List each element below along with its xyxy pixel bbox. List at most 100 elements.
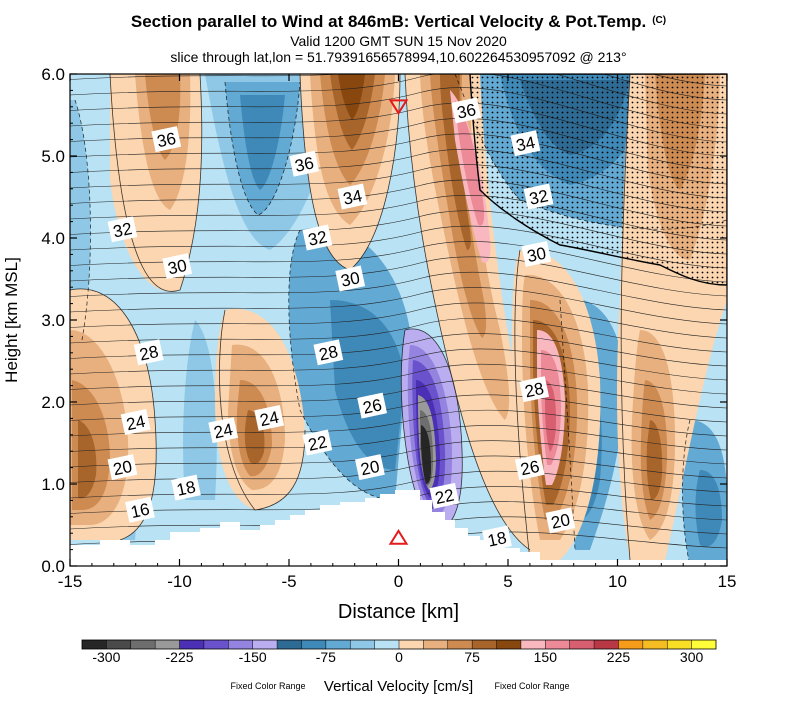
isentrope-line [70, 302, 727, 339]
contour-label: 24 [254, 404, 285, 431]
contour-label: 24 [208, 417, 239, 444]
contour-label-box [107, 216, 138, 243]
contour-label-text: 28 [138, 342, 160, 365]
contour-label: 36 [151, 126, 182, 153]
contour-label-box [451, 97, 482, 124]
contour-label-text: 36 [155, 129, 177, 152]
contour-label-box [510, 130, 541, 157]
contour-label: 16 [125, 496, 155, 523]
contour-label-box [335, 265, 366, 292]
colorbar-swatch [155, 640, 180, 649]
colorbar-swatch [325, 640, 351, 649]
colorbar-tick-label: -150 [239, 649, 267, 665]
contour-label: 22 [302, 429, 333, 456]
y-tick-label: 4.0 [41, 229, 65, 248]
isentrope-line [70, 333, 727, 367]
contour-label: 34 [337, 183, 368, 210]
colorbar-note-right: Fixed Color Range [494, 681, 569, 691]
colorbar-swatch [642, 640, 668, 649]
contour-label-text: 28 [317, 342, 339, 365]
isentrope-line [70, 348, 727, 381]
x-tick-label: 15 [718, 572, 737, 591]
colorbar-swatch [106, 640, 132, 649]
contour-label-text: 32 [111, 219, 133, 242]
contour-label-box [125, 496, 155, 523]
contour-label-text: 16 [129, 499, 151, 522]
colorbar-swatch [399, 640, 424, 649]
colorbar-swatch [277, 640, 302, 649]
contour-label-box [171, 474, 201, 501]
y-tick-label: 6.0 [41, 65, 65, 84]
valid-time: Valid 1200 GMT SUN 15 Nov 2020 [290, 33, 507, 49]
isentrope-line [70, 271, 727, 311]
contour-label-box [521, 240, 552, 267]
isentrope-line [70, 379, 727, 409]
contour-label-text: 26 [361, 395, 383, 418]
contour-label-box [357, 392, 388, 419]
x-axis-label: Distance [km] [338, 601, 459, 623]
colorbar-swatch [301, 640, 327, 649]
colorbar-swatch [203, 640, 229, 649]
terrain [70, 490, 727, 566]
colorbar-tick-label: 225 [607, 649, 631, 665]
contour-label-text: 32 [528, 186, 550, 209]
colorbar-tick-label: 0 [395, 649, 403, 665]
contour-label: 26 [514, 454, 545, 481]
contour-label-box [337, 183, 368, 210]
colorbar-swatch [569, 640, 595, 649]
colorbar-swatch [618, 640, 644, 649]
slice-info: slice through lat,lon = 51.7939165657899… [170, 49, 627, 65]
contour-label: 32 [107, 216, 138, 243]
isentrope-line [70, 256, 727, 297]
isentrope-line [70, 317, 727, 353]
colorbar-tick-label: -300 [92, 649, 120, 665]
colorbar-swatch [82, 640, 107, 649]
contour-label-box [289, 150, 320, 177]
contour-label-text: 18 [175, 477, 197, 500]
contour-label-box [120, 409, 151, 435]
contour-label-box [133, 339, 164, 366]
colorbar-swatch [130, 640, 156, 649]
contour-label: 36 [289, 150, 320, 177]
colorbar-swatch [545, 640, 570, 649]
contour-label: 34 [510, 130, 541, 157]
colorbar-swatch [374, 640, 400, 649]
colorbar-tick-label: -225 [166, 649, 194, 665]
isentrope-line [70, 287, 727, 325]
contour-label: 30 [162, 253, 193, 280]
isentrope-line [70, 394, 727, 423]
contour-label: 24 [120, 409, 151, 435]
colorbar-tick-label: 300 [680, 649, 704, 665]
contour-label: 18 [482, 525, 512, 552]
y-axis-label: Height [km MSL] [2, 257, 21, 383]
x-tick-label: 10 [608, 572, 627, 591]
contour-label-box [429, 482, 460, 509]
contour-label: 28 [519, 376, 550, 403]
contour-label: 22 [429, 482, 460, 509]
copyright-mark: (C) [652, 15, 667, 26]
y-tick-label: 2.0 [41, 393, 65, 412]
contour-label-box [208, 417, 239, 444]
contour-label: 32 [523, 183, 554, 210]
contour-label-box [523, 183, 554, 210]
colorbar-tick-label: 150 [534, 649, 558, 665]
y-tick-label: 5.0 [41, 147, 65, 166]
contour-label: 26 [357, 392, 388, 419]
contour-label-box [302, 224, 333, 251]
isentrope-line [70, 425, 727, 452]
colorbar-swatch [667, 640, 692, 649]
isentrope-line [70, 455, 727, 483]
stippled-region [469, 74, 727, 286]
contour-label-text: 26 [519, 457, 541, 480]
x-tick-label: -15 [58, 572, 83, 591]
contour-label-box [482, 525, 512, 552]
colorbar-swatch [350, 640, 375, 649]
contour-label-box [514, 454, 545, 481]
colorbar-swatch [447, 640, 473, 649]
contour-label-box [519, 376, 550, 403]
contour-label: 36 [451, 97, 482, 124]
y-tick-label: 1.0 [41, 475, 65, 494]
contour-label-box [162, 253, 193, 280]
contour-label-box [545, 507, 576, 534]
